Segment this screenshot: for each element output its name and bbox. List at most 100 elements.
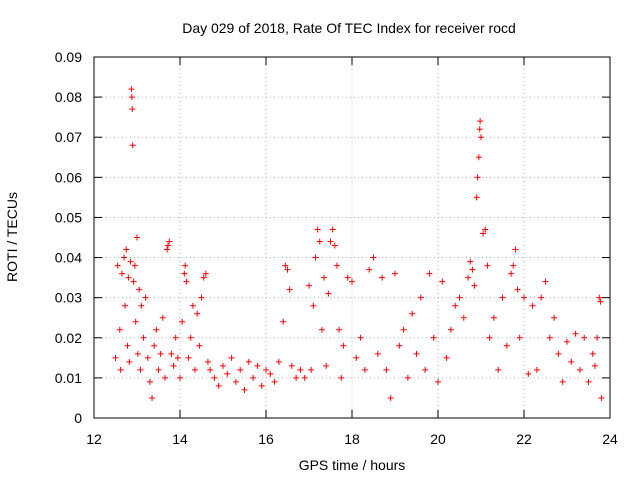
data-point [525, 370, 532, 377]
data-point [126, 358, 133, 365]
data-point [597, 298, 604, 305]
data-point [460, 314, 467, 321]
data-point [585, 378, 592, 385]
data-point [374, 350, 381, 357]
data-point [159, 314, 166, 321]
data-point [224, 370, 231, 377]
data-point [349, 278, 355, 285]
data-point [503, 342, 510, 349]
data-point [142, 294, 149, 301]
axis-ticks: 0 0.01 0.02 0.03 0.04 0.05 0.06 0.07 0.08 0.09 12 1… [55, 49, 618, 447]
data-point [128, 94, 135, 101]
data-point [149, 394, 156, 401]
data-point [546, 334, 553, 341]
data-point [189, 302, 196, 309]
data-point [308, 366, 315, 373]
data-point [144, 354, 151, 361]
data-point [486, 334, 493, 341]
data-point [482, 226, 489, 233]
y-tick-label: 0.08 [55, 89, 82, 105]
data-point [598, 394, 605, 401]
y-tick-label: 0.02 [55, 330, 82, 346]
data-point [323, 362, 330, 369]
data-point [477, 118, 484, 125]
data-point [153, 326, 160, 333]
data-point [185, 354, 192, 361]
data-point [333, 262, 340, 269]
data-point [316, 238, 323, 245]
data-point [136, 286, 143, 293]
data-point [118, 270, 125, 277]
data-point [551, 314, 558, 321]
data-point [318, 326, 325, 333]
data-point [275, 358, 282, 365]
data-point [282, 262, 289, 269]
data-point [594, 334, 601, 341]
data-point [151, 342, 158, 349]
data-point [439, 278, 446, 285]
data-point [271, 378, 278, 385]
data-point [478, 134, 484, 141]
data-point [288, 362, 295, 369]
data-point [392, 270, 398, 277]
data-point [280, 318, 287, 325]
data-point [465, 274, 472, 281]
data-point [200, 274, 207, 281]
data-point [387, 394, 394, 401]
y-tick-label: 0.09 [55, 49, 82, 65]
data-point [134, 234, 140, 241]
data-point [117, 366, 124, 373]
x-tick-label: 14 [172, 431, 188, 447]
data-point [357, 334, 364, 341]
data-point [134, 350, 141, 357]
data-point [476, 126, 483, 133]
data-point [336, 326, 343, 333]
y-tick-label: 0 [74, 410, 82, 426]
data-point [555, 350, 562, 357]
data-point [331, 242, 338, 249]
data-point [116, 326, 123, 333]
data-point [250, 374, 257, 381]
data-point [572, 330, 579, 337]
data-point [127, 258, 134, 265]
data-point [187, 334, 194, 341]
y-axis-label: ROTI / TECUs [4, 192, 20, 282]
data-point [467, 258, 474, 265]
data-point [181, 270, 188, 277]
y-tick-label: 0.03 [55, 290, 82, 306]
data-point [430, 334, 437, 341]
chart-title: Day 029 of 2018, Rate Of TEC Index for r… [182, 20, 516, 36]
data-point [202, 270, 209, 277]
data-point [124, 342, 131, 349]
data-point [241, 386, 248, 393]
data-point [510, 262, 517, 269]
data-point [361, 366, 368, 373]
data-point [456, 294, 463, 301]
data-point [121, 302, 128, 309]
data-point [596, 294, 603, 301]
data-point [353, 354, 360, 361]
data-point [211, 374, 218, 381]
y-tick-label: 0.01 [55, 370, 82, 386]
data-point [396, 342, 403, 349]
data-point [581, 334, 588, 341]
data-point [400, 326, 407, 333]
data-point [499, 294, 506, 301]
data-point [138, 302, 145, 309]
x-tick-label: 24 [602, 431, 618, 447]
data-point [529, 302, 536, 309]
data-point [164, 246, 171, 253]
x-tick-label: 20 [430, 431, 446, 447]
data-point [409, 310, 416, 317]
data-point [172, 334, 179, 341]
data-point [245, 358, 252, 365]
data-point [129, 106, 136, 113]
data-point [447, 326, 454, 333]
data-point [538, 294, 545, 301]
data-point [177, 374, 183, 381]
data-point [325, 290, 332, 297]
data-point [422, 366, 429, 373]
data-point [559, 378, 566, 385]
data-point [475, 154, 482, 161]
